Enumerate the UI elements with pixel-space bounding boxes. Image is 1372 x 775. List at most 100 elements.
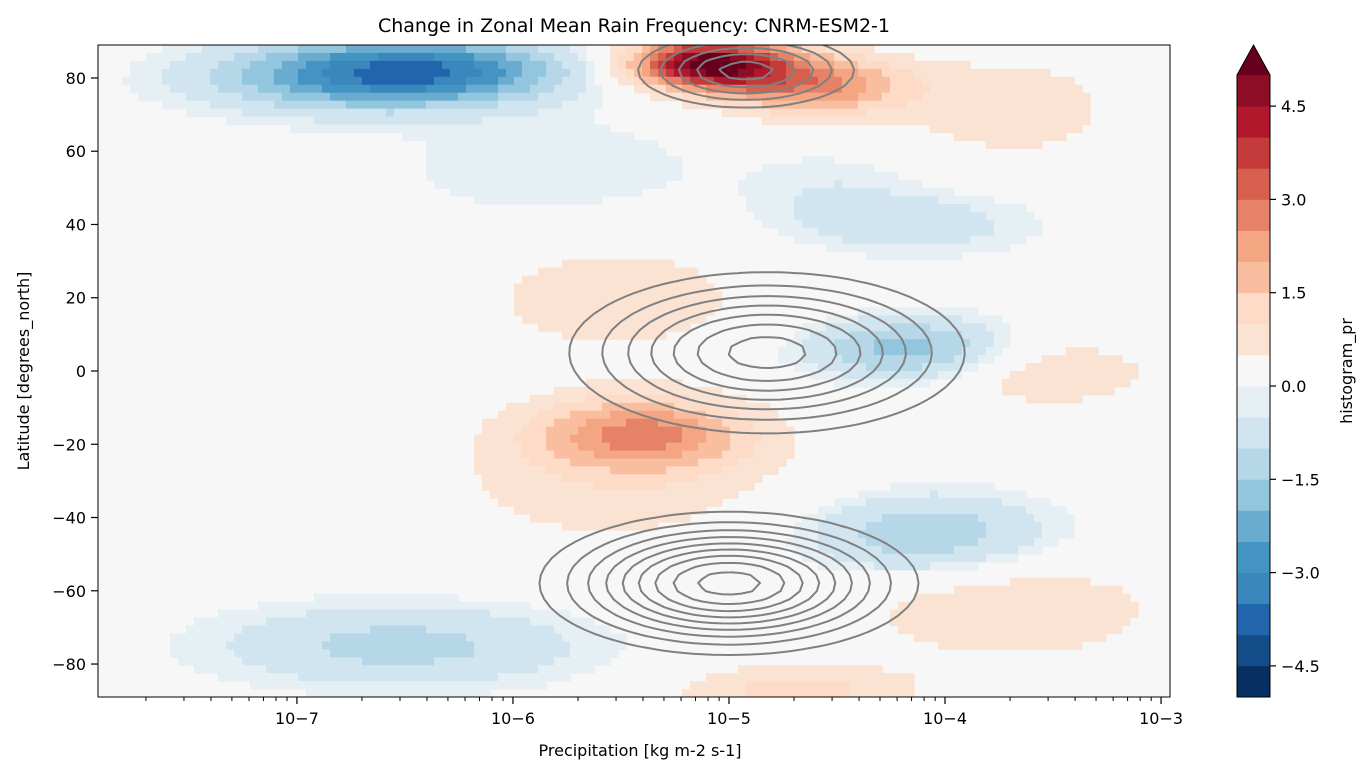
heatmap-cell [858,371,867,380]
heatmap-cell [986,530,995,539]
heatmap-cell [394,625,403,634]
heatmap-cell [858,52,867,62]
heatmap-cell [290,673,299,682]
heatmap-cell [1066,378,1075,388]
heatmap-cell [794,100,803,110]
heatmap-cell [634,410,643,420]
heatmap-cell [322,593,331,603]
heatmap-cell [634,514,643,523]
heatmap-cell [178,657,187,666]
heatmap-cell [202,92,211,102]
heatmap-cell [546,52,555,62]
heatmap-cell [1082,108,1091,118]
heatmap-cell [226,52,235,62]
heatmap-cell [466,108,475,118]
heatmap-cell [570,506,579,515]
heatmap-cell [754,76,763,86]
heatmap-cell [418,124,427,134]
heatmap-cell [482,132,491,142]
heatmap-cell [402,649,411,658]
heatmap-cell [938,315,947,324]
heatmap-cell [234,100,243,110]
heatmap-cell [450,156,459,165]
heatmap-cell [570,76,579,86]
heatmap-cell [1082,386,1091,396]
heatmap-cell [834,76,843,86]
heatmap-cell [1090,386,1099,396]
heatmap-cell [1106,617,1115,627]
heatmap-cell [898,116,907,126]
heatmap-cell [730,442,739,452]
heatmap-cell [1122,593,1131,603]
heatmap-cell [586,307,595,316]
heatmap-cell [218,100,227,110]
heatmap-cell [826,156,835,165]
heatmap-cell [618,156,627,165]
heatmap-cell [578,267,587,277]
heatmap-cell [1066,100,1075,110]
heatmap-cell [562,299,571,308]
heatmap-cell [418,100,427,110]
heatmap-cell [322,52,331,62]
heatmap-cell [1042,633,1051,642]
heatmap-cell [586,418,595,428]
heatmap-cell [706,482,715,491]
heatmap-cell [402,657,411,666]
heatmap-cell [842,60,851,70]
heatmap-cell [650,490,659,499]
heatmap-cell [866,681,875,690]
heatmap-cell [1050,641,1059,650]
heatmap-cell [394,601,403,611]
heatmap-cell [306,100,315,110]
heatmap-cell [978,235,987,245]
heatmap-cell [522,649,531,658]
heatmap-cell [594,426,603,436]
heatmap-cell [666,506,675,515]
heatmap-cell [594,514,603,523]
heatmap-cell [418,649,427,658]
heatmap-cell [1034,617,1043,627]
heatmap-cell [450,657,459,666]
heatmap-cell [858,211,867,221]
heatmap-cell [498,108,507,118]
heatmap-cell [834,347,843,356]
heatmap-cell [570,649,579,658]
heatmap-cell [130,76,139,86]
heatmap-cell [554,641,563,650]
heatmap-cell [746,458,755,468]
heatmap-cell [1074,601,1083,611]
heatmap-cell [1066,522,1075,531]
heatmap-cell [522,450,531,460]
heatmap-cell [906,92,915,102]
heatmap-cell [898,506,907,515]
heatmap-cell [1010,84,1019,94]
heatmap-cell [906,617,915,627]
heatmap-cell [874,307,883,316]
heatmap-cell [714,92,723,102]
heatmap-cell [546,148,555,157]
heatmap-cell [690,315,699,324]
heatmap-cell [530,609,539,619]
heatmap-cell [1026,76,1035,86]
heatmap-cell [634,156,643,165]
heatmap-cell [586,68,595,78]
heatmap-cell [626,291,635,301]
heatmap-cell [938,371,947,380]
heatmap-cell [890,482,899,491]
heatmap-cell [330,124,339,134]
heatmap-cell [930,593,939,603]
heatmap-cell [1002,84,1011,94]
heatmap-cell [986,482,995,491]
heatmap-cell [642,267,651,277]
heatmap-cell [922,307,931,316]
heatmap-cell [514,52,523,62]
heatmap-cell [378,68,387,78]
heatmap-cell [642,84,651,94]
heatmap-cell [330,601,339,611]
heatmap-cell [466,633,475,642]
heatmap-cell [1050,92,1059,102]
heatmap-cell [490,625,499,634]
heatmap-cell [602,259,611,269]
heatmap-cell [578,45,587,54]
heatmap-cell [546,196,555,205]
